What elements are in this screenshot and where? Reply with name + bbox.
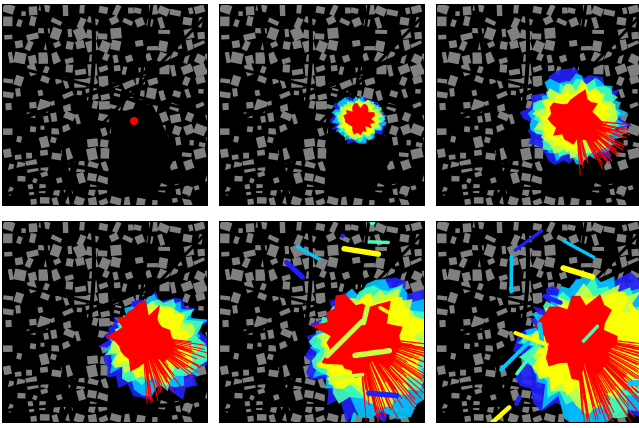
- propagation-overlay: [284, 221, 425, 423]
- map-panel-4: [2, 221, 208, 423]
- propagation-overlay: [97, 290, 208, 404]
- propagation-overlay: [519, 68, 633, 176]
- ray-bundle: [575, 118, 631, 176]
- ray-bundle: [358, 335, 425, 423]
- map-panel-2: [219, 4, 425, 206]
- ray-bundle: [141, 335, 208, 404]
- map-canvas: [219, 4, 425, 206]
- propagation-overlay: [329, 95, 389, 145]
- street-streaks: [490, 229, 639, 423]
- map-panel-6: [436, 221, 639, 423]
- panel-frame: [219, 221, 425, 423]
- map-canvas: [436, 4, 639, 206]
- high-intensity-core: [343, 102, 376, 136]
- panel-frame: [2, 221, 208, 423]
- map-panel-5: [219, 221, 425, 423]
- map-panel-3: [436, 4, 639, 206]
- source-point: [130, 117, 138, 125]
- street-streaks: [284, 221, 407, 423]
- map-panel-1: [2, 4, 208, 206]
- panel-frame: [219, 4, 425, 206]
- map-canvas: [2, 4, 208, 206]
- propagation-overlay: [490, 229, 639, 423]
- map-canvas: [436, 221, 639, 423]
- map-canvas: [219, 221, 425, 423]
- ray-bundle: [575, 335, 639, 423]
- panel-frame: [436, 4, 639, 206]
- map-canvas: [2, 221, 208, 423]
- panel-frame: [436, 221, 639, 423]
- panel-frame: [2, 4, 208, 206]
